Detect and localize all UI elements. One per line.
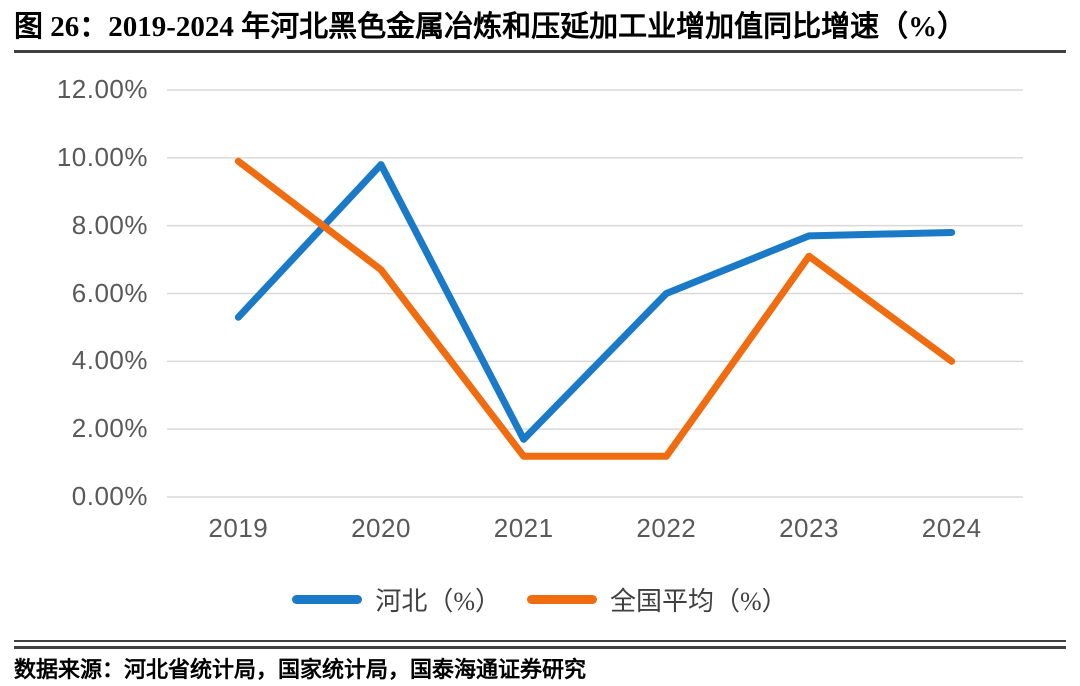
y-tick-label: 12.00% [56,73,148,104]
footer-divider-thin [14,640,1066,642]
y-tick-label: 4.00% [71,345,148,376]
x-tick-label: 2024 [921,513,982,543]
footer-divider-thick [14,646,1066,649]
y-tick-label: 6.00% [71,277,148,308]
title-divider [14,50,1066,53]
x-tick-label: 2019 [208,513,269,543]
y-tick-label: 8.00% [71,209,148,240]
x-tick-label: 2020 [351,513,411,543]
x-tick-label: 2022 [636,513,697,543]
y-tick-label: 2.00% [71,413,148,444]
legend-label-national-average: 全国平均（%） [610,587,788,616]
x-tick-label: 2023 [779,513,839,543]
chart-title: 图 26：2019-2024 年河北黑色金属冶炼和压延加工业增加值同比增速（%） [14,11,967,43]
series-line-0 [234,161,956,443]
legend-item-national-average: 全国平均（%） [527,581,788,618]
y-tick-label: 0.00% [71,480,148,511]
national-average-line-swatch [527,595,597,604]
series-line-1 [234,157,956,460]
data-source: 数据来源：河北省统计局，国家统计局，国泰海通证券研究 [14,657,587,682]
y-tick-label: 10.00% [56,141,148,172]
legend: 河北（%） 全国平均（%） [0,581,1080,618]
legend-item-hebei: 河北（%） [292,581,501,618]
x-tick-label: 2021 [493,513,554,543]
legend-label-hebei: 河北（%） [375,587,501,616]
hebei-line-swatch [292,595,363,604]
